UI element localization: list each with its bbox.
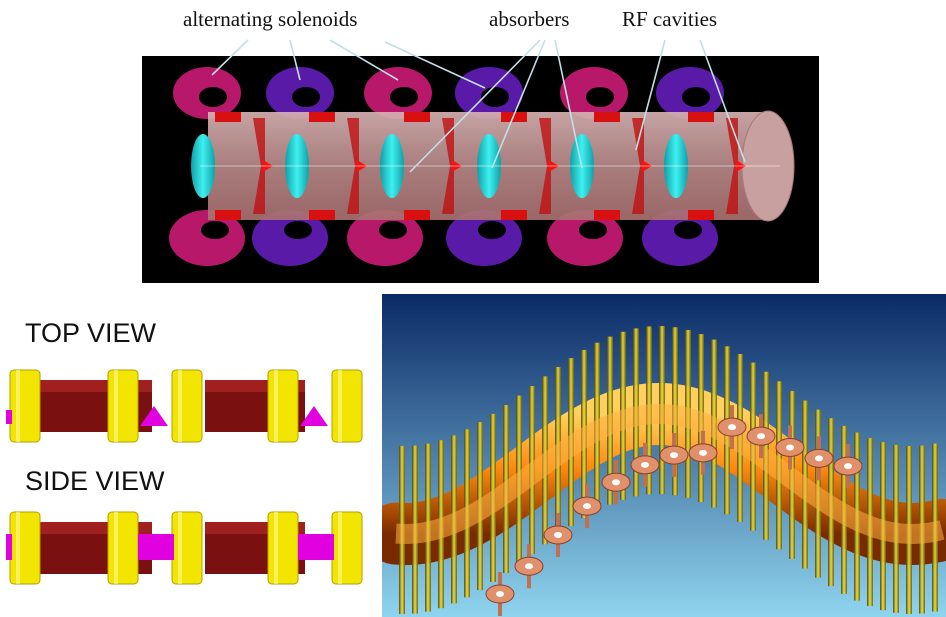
side-view-label: SIDE VIEW <box>25 466 165 496</box>
coil <box>9 511 41 585</box>
coil-highlight <box>16 370 20 442</box>
rf-cavity-port <box>554 531 562 538</box>
wedge-absorber <box>140 406 168 426</box>
rf-cavity-iris <box>632 118 644 214</box>
solenoid-bore <box>478 221 506 239</box>
rf-cavity-port <box>757 433 765 440</box>
solenoid-bore <box>674 221 702 239</box>
solenoid-coil-lower <box>347 210 423 266</box>
rf-cavity-port <box>699 449 707 456</box>
rf-cavity-port <box>641 461 649 468</box>
solenoid-coil-lower <box>642 210 718 266</box>
top-view-label: TOP VIEW <box>25 318 157 348</box>
label-leader-line <box>211 39 249 76</box>
rf-cavity-ring-bottom <box>404 210 430 220</box>
coil-highlight <box>16 512 20 584</box>
label-leader-line <box>491 39 546 169</box>
coil <box>331 369 363 443</box>
label-leader-line <box>289 39 301 81</box>
wedge-absorber <box>6 410 12 424</box>
coil-highlight <box>274 370 278 442</box>
tube-highlight <box>395 403 945 545</box>
rf-cavity-port <box>728 424 736 431</box>
label-leader-line <box>635 39 666 151</box>
rf-cavity-iris <box>347 118 359 214</box>
coil-highlight <box>274 512 278 584</box>
label-rf-cavities: RF cavities <box>622 7 718 31</box>
solenoid-bore <box>586 87 614 107</box>
rf-cavity-ring-bottom <box>688 210 714 220</box>
label-alternating-solenoids: alternating solenoids <box>183 7 358 31</box>
coil <box>267 511 299 585</box>
rf-cavity-ring-top <box>309 112 335 122</box>
rf-cavity-port <box>670 452 678 459</box>
solenoid-bore <box>284 221 312 239</box>
solenoid-bore <box>201 221 229 239</box>
solenoid-coil-lower <box>252 210 328 266</box>
coil-highlight <box>338 512 342 584</box>
solenoid-bore <box>682 87 710 107</box>
rf-cavity-port <box>786 444 794 451</box>
coil-highlight <box>114 512 118 584</box>
coil <box>107 369 139 443</box>
solenoid-coil-lower <box>169 210 245 266</box>
coil-highlight <box>178 512 182 584</box>
coil <box>171 369 203 443</box>
label-leader-line <box>699 39 746 163</box>
solenoid-bore <box>199 87 227 107</box>
rf-cavity-ring-top <box>594 112 620 122</box>
rf-cavity-port <box>496 591 504 597</box>
coil <box>107 511 139 585</box>
rf-cavity-port <box>612 479 620 486</box>
rf-cavity-iris <box>442 118 454 214</box>
rf-cavity-ring-top <box>404 112 430 122</box>
coil-highlight <box>178 370 182 442</box>
rf-cavity-ring-top <box>688 112 714 122</box>
solenoid-bore <box>481 87 509 107</box>
rf-cavity-ring-bottom <box>215 210 241 220</box>
rf-cavity-iris <box>253 118 265 214</box>
solenoid-bore <box>379 221 407 239</box>
label-leader-line <box>409 39 541 173</box>
wedge-absorber <box>138 534 174 560</box>
label-absorbers: absorbers <box>489 7 570 31</box>
rf-cavity-ring-top <box>501 112 527 122</box>
rf-cavity-port <box>583 503 591 510</box>
rf-cavity-port <box>815 455 823 462</box>
rf-cavity-ring-bottom <box>309 210 335 220</box>
coil-highlight <box>114 370 118 442</box>
rf-cavity-ring-bottom <box>501 210 527 220</box>
wedge-absorber <box>298 534 334 560</box>
cooling-channel-3d-render <box>142 39 819 283</box>
wedge-absorber <box>6 534 12 560</box>
rf-cavity-iris <box>726 118 738 214</box>
label-leader-line <box>329 39 399 81</box>
wedge-absorber <box>300 406 328 426</box>
coil <box>171 511 203 585</box>
solenoid-bore <box>390 87 418 107</box>
coil <box>331 511 363 585</box>
solenoid-bore <box>579 221 607 239</box>
solenoid-coil-lower <box>547 210 623 266</box>
rf-cavity-ring-bottom <box>594 210 620 220</box>
coil-highlight <box>338 370 342 442</box>
coil <box>267 369 299 443</box>
rf-cavity-ring-top <box>215 112 241 122</box>
rf-cavity-iris <box>539 118 551 214</box>
label-leader-line <box>554 39 583 169</box>
solenoid-coil-lower <box>446 210 522 266</box>
solenoid-bore <box>292 87 320 107</box>
rf-cavity-port <box>844 463 852 470</box>
lattice-views-diagram <box>6 369 363 585</box>
rf-cavity-port <box>525 563 533 570</box>
label-leader-line <box>384 41 486 89</box>
helical-channel-render <box>382 294 946 617</box>
coil <box>9 369 41 443</box>
